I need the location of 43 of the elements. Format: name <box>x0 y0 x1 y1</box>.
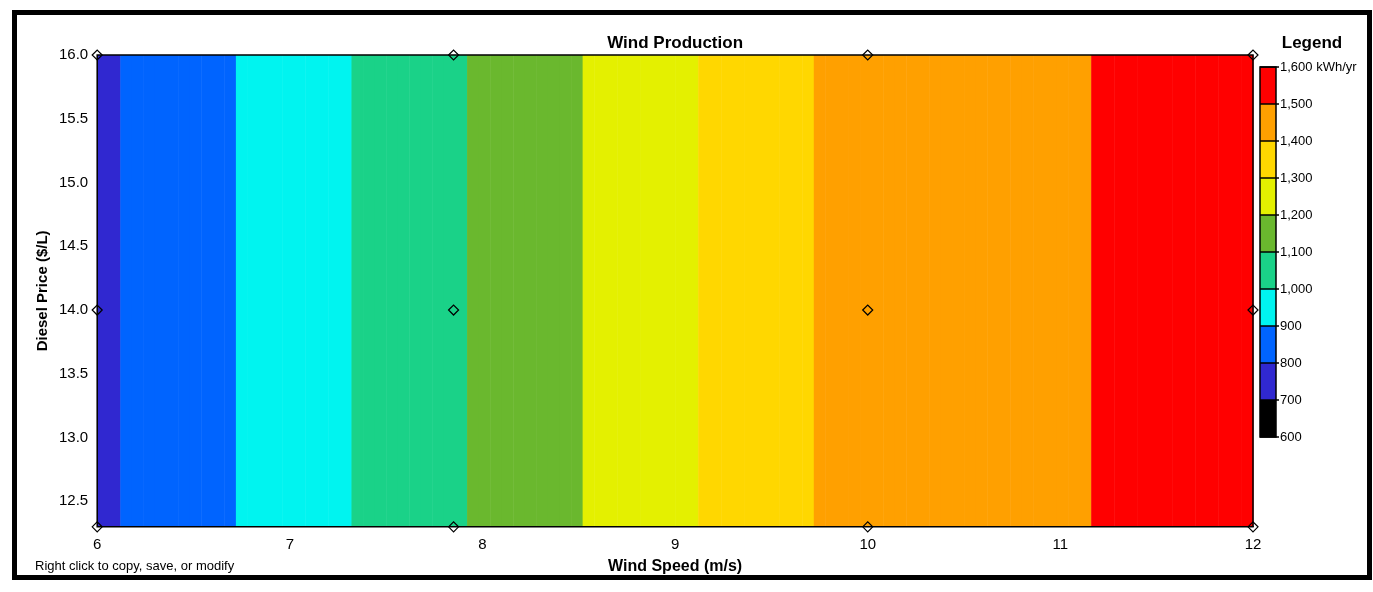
y-tick-label: 15.0 <box>58 172 89 190</box>
color-bar-label: 1,300 <box>1280 169 1313 185</box>
color-bar-label: 1,500 <box>1280 95 1313 111</box>
point <box>1247 304 1259 316</box>
color-bar-label: 700 <box>1280 391 1302 407</box>
color-bar-label: 600 <box>1280 428 1302 444</box>
y-axis-title: Diesel Price ($/L) <box>33 230 51 352</box>
y-tick-label: 16.0 <box>58 45 89 63</box>
x-tick-label: 10 <box>859 534 877 552</box>
x-tick-label: 12 <box>1244 534 1262 552</box>
x-tick-label: 6 <box>93 534 102 552</box>
point <box>862 304 874 316</box>
x-tick-label: 11 <box>1052 534 1069 552</box>
point <box>1247 521 1259 533</box>
color-bar-label: 1,200 <box>1280 206 1313 222</box>
y-tick-label: 12.5 <box>58 491 89 509</box>
x-axis-title: Wind Speed (m/s) <box>608 556 743 574</box>
point <box>862 521 874 533</box>
x-tick-label: 9 <box>670 534 680 552</box>
y-tick-label: 15.5 <box>58 108 89 126</box>
x-tick-label: 7 <box>285 534 294 552</box>
point <box>91 49 103 61</box>
chart-title: Wind Production <box>607 33 744 52</box>
point <box>447 49 460 61</box>
color-bar-label: 900 <box>1280 317 1302 333</box>
color-bar-label: 800 <box>1280 354 1302 370</box>
y-tick-label: 14.5 <box>58 236 89 254</box>
color-bar-label: 1,600 kWh/yr <box>1280 58 1358 74</box>
color-bar-label: 1,100 <box>1280 243 1313 259</box>
point <box>862 49 874 61</box>
point <box>91 304 103 316</box>
text: Right click to copy, save, or modify <box>35 558 235 573</box>
y-tick-label: 13.0 <box>58 427 89 445</box>
color-bar-label: 1,000 <box>1280 280 1313 296</box>
legend-title: Legend <box>1281 33 1343 52</box>
y-tick-label: 14.0 <box>58 300 89 318</box>
point <box>91 521 103 533</box>
point <box>1247 49 1259 61</box>
y-tick-label: 13.5 <box>58 363 89 381</box>
point <box>447 304 460 316</box>
color-bar-label: 1,400 <box>1280 132 1313 148</box>
x-tick-label: 8 <box>478 534 487 552</box>
point <box>447 521 460 533</box>
